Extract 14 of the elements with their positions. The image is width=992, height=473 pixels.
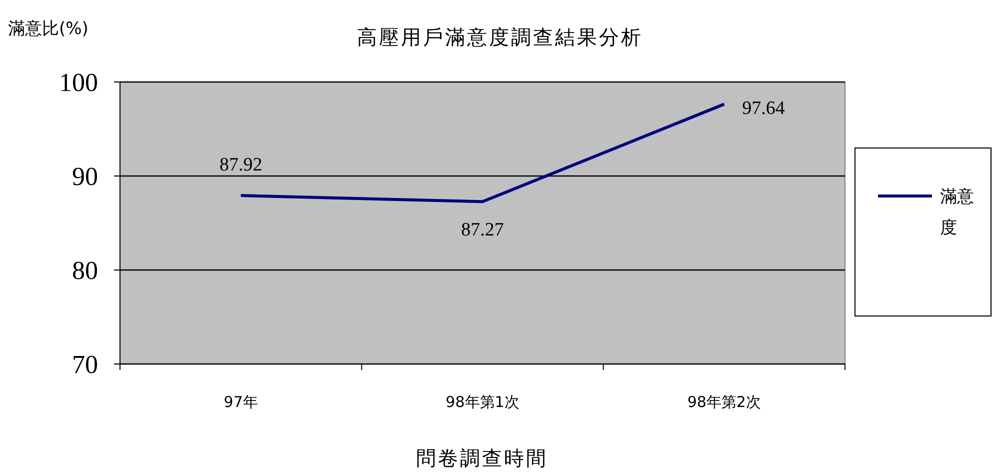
y-tick-label: 90	[72, 162, 98, 192]
y-axis-title: 滿意比(%)	[8, 19, 88, 39]
data-label: 87.92	[219, 154, 262, 176]
x-tick-label: 98年第2次	[687, 393, 761, 411]
x-tick-label: 98年第1次	[446, 393, 520, 411]
legend-label: 滿意度	[940, 186, 974, 238]
y-tick-label: 70	[72, 350, 98, 380]
data-label: 87.27	[461, 220, 504, 241]
y-tick-label: 100	[59, 68, 98, 98]
x-axis-title: 問卷調查時間	[416, 446, 548, 470]
y-tick-label: 80	[72, 256, 98, 286]
chart-title: 高壓用戶滿意度調查結果分析	[357, 25, 643, 49]
data-label: 97.64	[742, 98, 786, 120]
x-tick-label: 97年	[224, 393, 258, 411]
